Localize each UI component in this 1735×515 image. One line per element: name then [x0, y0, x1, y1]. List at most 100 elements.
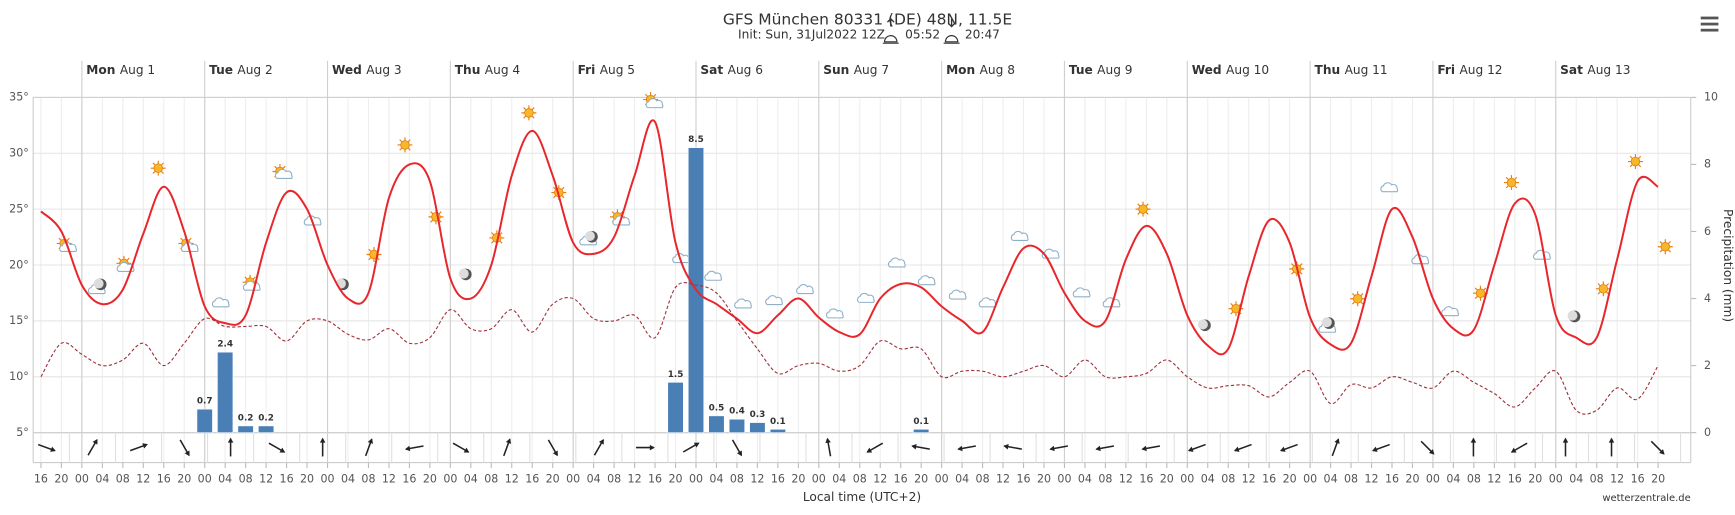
- x-tick-label: 20: [1037, 472, 1051, 485]
- y2-tick-label: 4: [1704, 292, 1711, 305]
- x-axis-title: Local time (UTC+2): [803, 490, 921, 504]
- x-tick-label: 12: [1364, 472, 1378, 485]
- wind-arrow: [1049, 445, 1069, 452]
- x-tick-label: 08: [607, 472, 621, 485]
- day-label: Sat Aug 13: [1560, 63, 1630, 77]
- x-tick-label: 00: [1426, 472, 1440, 485]
- day-weekday: Sat: [700, 63, 723, 77]
- weather-icon: [978, 296, 997, 308]
- wind-arrow: [319, 437, 326, 457]
- x-tick-label: 16: [648, 472, 662, 485]
- wind-arrow: [731, 439, 743, 457]
- day-weekday: Sun: [823, 63, 849, 77]
- menu-bar[interactable]: [1700, 28, 1719, 32]
- x-tick-label: 12: [1487, 472, 1501, 485]
- wind-head: [92, 438, 98, 445]
- sunrise-time: 05:52: [905, 28, 940, 42]
- wind-head: [367, 438, 373, 444]
- weather-icon: [1380, 181, 1399, 193]
- x-tick-label: 12: [1119, 472, 1133, 485]
- x-tick-label: 12: [259, 472, 273, 485]
- x-tick-label: 16: [157, 472, 171, 485]
- x-tick-label: 04: [95, 472, 109, 485]
- wind-arrow: [1233, 443, 1252, 452]
- dew-point-line: [40, 282, 1659, 415]
- x-tick-label: 00: [1180, 472, 1194, 485]
- menu-button[interactable]: [1700, 16, 1719, 32]
- x-tick-label: 08: [484, 472, 498, 485]
- x-tick-label: 08: [976, 472, 990, 485]
- precip-label: 0.2: [258, 413, 274, 423]
- x-tick-label: 16: [280, 472, 294, 485]
- wind-arrow: [1420, 440, 1435, 455]
- weather-icon: [1440, 305, 1460, 317]
- day-date: Aug 8: [980, 63, 1015, 77]
- weather-icon: [1503, 174, 1520, 191]
- x-tick-label: 20: [1651, 472, 1665, 485]
- day-date: Aug 12: [1459, 63, 1502, 77]
- x-tick-label: 16: [1385, 472, 1399, 485]
- x-tick-label: 16: [1016, 472, 1030, 485]
- y-tick-label: 25°: [9, 202, 29, 215]
- day-date: Aug 5: [600, 63, 635, 77]
- x-tick-label: 12: [382, 472, 396, 485]
- wind-arrow: [404, 445, 424, 452]
- weather-icon: [795, 283, 815, 295]
- sunset-arrow: [947, 18, 956, 28]
- day-label: Sun Aug 7: [823, 63, 889, 77]
- day-label: Mon Aug 8: [946, 63, 1015, 77]
- day-weekday: Thu: [455, 63, 481, 77]
- precip-bar: [749, 422, 766, 433]
- y2-tick-label: 0: [1704, 426, 1711, 439]
- day-date: Aug 7: [854, 63, 889, 77]
- wind-head: [1003, 443, 1009, 450]
- day-weekday: Fri: [1437, 63, 1455, 77]
- day-weekday: Tue: [1069, 63, 1093, 77]
- x-tick-label: 04: [587, 472, 601, 485]
- x-tick-label: 04: [709, 472, 723, 485]
- weather-icon: [1197, 319, 1211, 332]
- precip-bar: [708, 415, 725, 433]
- x-tick-label: 16: [1262, 472, 1276, 485]
- chart-subtitle: Init: Sun, 31Jul2022 12Z: [738, 28, 885, 42]
- weather-icon: [1134, 201, 1152, 218]
- wind-arrow: [1608, 437, 1615, 457]
- day-label: Wed Aug 3: [332, 63, 402, 77]
- x-tick-label: 12: [628, 472, 642, 485]
- x-tick-label: 20: [791, 472, 805, 485]
- x-tick-label: 04: [1324, 472, 1338, 485]
- day-date: Aug 6: [728, 63, 763, 77]
- x-tick-label: 20: [1528, 472, 1542, 485]
- weather-icon: [396, 136, 414, 154]
- day-date: Aug 2: [237, 63, 272, 77]
- weather-icon: [520, 104, 537, 121]
- day-label: Wed Aug 10: [1192, 63, 1269, 77]
- wind-arrow: [1372, 443, 1390, 452]
- x-tick-label: 20: [177, 472, 191, 485]
- wind-arrow: [1187, 443, 1206, 452]
- wind-head: [184, 450, 190, 457]
- x-tick-label: 08: [1590, 472, 1604, 485]
- x-tick-label: 20: [300, 472, 314, 485]
- menu-bar[interactable]: [1700, 16, 1719, 20]
- x-tick-label: 12: [996, 472, 1010, 485]
- wind-head: [737, 450, 742, 457]
- menu-bar[interactable]: [1700, 22, 1719, 26]
- wind-arrow: [1331, 438, 1340, 457]
- day-weekday: Mon: [86, 63, 115, 77]
- x-tick-label: 00: [1303, 472, 1317, 485]
- day-label: Sat Aug 6: [700, 63, 763, 77]
- x-tick-label: 00: [1057, 472, 1071, 485]
- wind-arrow: [227, 437, 234, 457]
- wind-head: [142, 443, 148, 449]
- wind-arrow: [866, 442, 884, 453]
- y2-tick-label: 10: [1704, 91, 1718, 104]
- wind-head: [1608, 437, 1615, 443]
- wind-head: [1049, 445, 1055, 452]
- wind-arrow: [1279, 443, 1298, 452]
- day-label: Fri Aug 5: [578, 63, 635, 77]
- precip-bar: [769, 429, 786, 433]
- wind-arrow: [1650, 440, 1665, 455]
- x-tick-label: 04: [955, 472, 969, 485]
- x-tick-label: 00: [935, 472, 949, 485]
